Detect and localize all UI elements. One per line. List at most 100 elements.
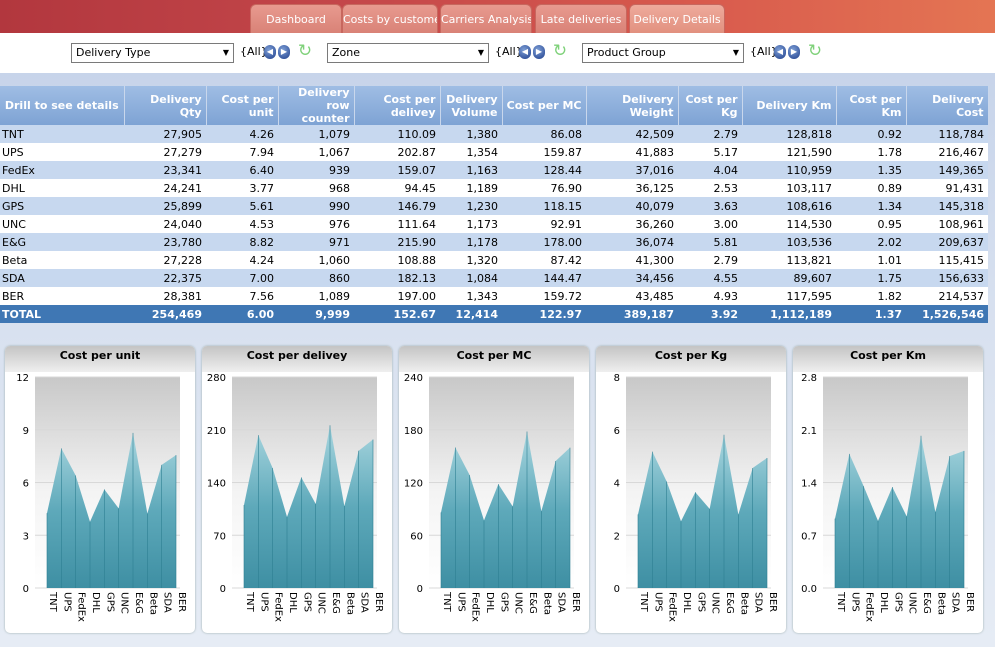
table-cell: 22,375 — [124, 269, 206, 287]
x-tick-label: UNC — [119, 592, 130, 614]
total-cell: 152.67 — [354, 305, 440, 323]
table-cell: 178.00 — [502, 233, 586, 251]
next-arrow-icon[interactable]: ▶ — [788, 45, 800, 59]
x-tick-label: FedEx — [470, 592, 481, 622]
x-tick-label: DHL — [90, 592, 101, 613]
tab-costs-by-customer[interactable]: Costs by customer — [342, 4, 438, 33]
table-row[interactable]: TNT 27,905 4.26 1,079 110.09 1,380 86.08 42,509… — [0, 125, 988, 143]
carrier-name-cell[interactable]: E&G — [0, 233, 124, 251]
x-tick-label: E&G — [330, 592, 341, 614]
table-cell: 6.40 — [206, 161, 278, 179]
table-cell: 159.87 — [502, 143, 586, 161]
table-cell: 145,318 — [906, 197, 988, 215]
tab-carriers-analysis[interactable]: Carriers Analysis — [440, 4, 532, 33]
delivery-type-all-label: {All} — [240, 45, 268, 58]
table-cell: 108,961 — [906, 215, 988, 233]
drill-header[interactable]: Drill to see details — [0, 86, 125, 125]
dropdown-arrow-icon: ▼ — [222, 48, 229, 57]
table-cell: 1,320 — [440, 251, 502, 269]
table-row[interactable]: DHL 24,241 3.77 968 94.45 1,189 76.90 36,125 2.5… — [0, 179, 988, 197]
x-tick-label: E&G — [724, 592, 735, 614]
table-cell: 159.07 — [354, 161, 440, 179]
y-tick-label: 140 — [207, 479, 226, 490]
y-tick-label: 2.8 — [801, 373, 817, 384]
chart-plot: 12 9 6 3 0 TNT UPS FedEx DHL GPS UNC E&G Beta SDA BER — [16, 373, 187, 622]
chart-title: Cost per unit — [5, 346, 195, 372]
y-tick-label: 240 — [404, 373, 423, 384]
table-cell: 2.02 — [836, 233, 906, 251]
refresh-icon[interactable]: ↻ — [297, 41, 313, 61]
delivery-type-select[interactable]: Delivery Type ▼ — [71, 43, 234, 63]
zone-select-label: Zone — [332, 46, 361, 59]
y-tick-label: 2 — [614, 531, 620, 542]
column-header: Cost per Km — [836, 86, 907, 125]
carrier-name-cell[interactable]: GPS — [0, 197, 124, 215]
total-cell: 12,414 — [440, 305, 502, 323]
tab-delivery-details[interactable]: Delivery Details — [629, 4, 725, 33]
table-row[interactable]: SDA 22,375 7.00 860 182.13 1,084 144.47 34,456 4… — [0, 269, 988, 287]
next-arrow-icon[interactable]: ▶ — [533, 45, 545, 59]
carrier-name-cell[interactable]: FedEx — [0, 161, 124, 179]
x-tick-label: UPS — [258, 592, 269, 612]
table-cell: 111.64 — [354, 215, 440, 233]
carrier-name-cell[interactable]: UNC — [0, 215, 124, 233]
carrier-name-cell[interactable]: Beta — [0, 251, 124, 269]
table-cell: 156,633 — [906, 269, 988, 287]
carrier-name-cell[interactable]: SDA — [0, 269, 124, 287]
table-cell: 144.47 — [502, 269, 586, 287]
table-row[interactable]: UNC 24,040 4.53 976 111.64 1,173 92.91 36,260 3.… — [0, 215, 988, 233]
table-row[interactable]: GPS 25,899 5.61 990 146.79 1,230 118.15 40,079 3… — [0, 197, 988, 215]
column-header: Delivery Weight — [586, 86, 679, 125]
tab-dashboard[interactable]: Dashboard — [250, 4, 342, 33]
product-group-select[interactable]: Product Group ▼ — [582, 43, 744, 63]
x-tick-label: FedEx — [76, 592, 87, 622]
table-cell: 1,343 — [440, 287, 502, 305]
next-arrow-icon[interactable]: ▶ — [278, 45, 290, 59]
table-cell: 94.45 — [354, 179, 440, 197]
table-cell: 36,260 — [586, 215, 678, 233]
table-cell: 86.08 — [502, 125, 586, 143]
series-area — [244, 425, 373, 588]
y-tick-label: 6 — [23, 479, 29, 490]
table-cell: 1.82 — [836, 287, 906, 305]
table-cell: 28,381 — [124, 287, 206, 305]
total-cell: 3.92 — [678, 305, 742, 323]
refresh-icon[interactable]: ↻ — [552, 41, 568, 61]
table-row[interactable]: FedEx 23,341 6.40 939 159.07 1,163 128.44 37,01… — [0, 161, 988, 179]
table-cell: 1.78 — [836, 143, 906, 161]
table-cell: 968 — [278, 179, 354, 197]
table-cell: 182.13 — [354, 269, 440, 287]
table-cell: 1.34 — [836, 197, 906, 215]
table-cell: 1,163 — [440, 161, 502, 179]
table-cell: 91,431 — [906, 179, 988, 197]
total-cell: 389,187 — [586, 305, 678, 323]
x-tick-label: GPS — [695, 592, 706, 612]
tab-late-deliveries[interactable]: Late deliveries — [535, 4, 627, 33]
carrier-name-cell[interactable]: DHL — [0, 179, 124, 197]
table-cell: 4.93 — [678, 287, 742, 305]
x-tick-label: DHL — [681, 592, 692, 613]
total-cell: 1.37 — [836, 305, 906, 323]
table-cell: 1.75 — [836, 269, 906, 287]
table-cell: 1,230 — [440, 197, 502, 215]
carrier-name-cell[interactable]: UPS — [0, 143, 124, 161]
prev-arrow-icon[interactable]: ◀ — [519, 45, 531, 59]
carrier-name-cell[interactable]: TNT — [0, 125, 124, 143]
zone-select[interactable]: Zone ▼ — [327, 43, 489, 63]
table-row[interactable]: E&G 23,780 8.82 971 215.90 1,178 178.00 36,074 5… — [0, 233, 988, 251]
table-cell: 128,818 — [742, 125, 836, 143]
table-row[interactable]: UPS 27,279 7.94 1,067 202.87 1,354 159.87 41,88… — [0, 143, 988, 161]
refresh-icon[interactable]: ↻ — [807, 41, 823, 61]
table-row[interactable]: BER 28,381 7.56 1,089 197.00 1,343 159.72 43,48… — [0, 287, 988, 305]
carrier-name-cell[interactable]: BER — [0, 287, 124, 305]
y-tick-label: 2.1 — [801, 426, 817, 437]
column-header: Delivery Km — [742, 86, 837, 125]
prev-arrow-icon[interactable]: ◀ — [774, 45, 786, 59]
table-cell: 0.92 — [836, 125, 906, 143]
prev-arrow-icon[interactable]: ◀ — [264, 45, 276, 59]
table-cell: 4.55 — [678, 269, 742, 287]
table-cell: 117,595 — [742, 287, 836, 305]
table-cell: 939 — [278, 161, 354, 179]
table-row[interactable]: Beta 27,228 4.24 1,060 108.88 1,320 87.42 41,30… — [0, 251, 988, 269]
table-cell: 110,959 — [742, 161, 836, 179]
